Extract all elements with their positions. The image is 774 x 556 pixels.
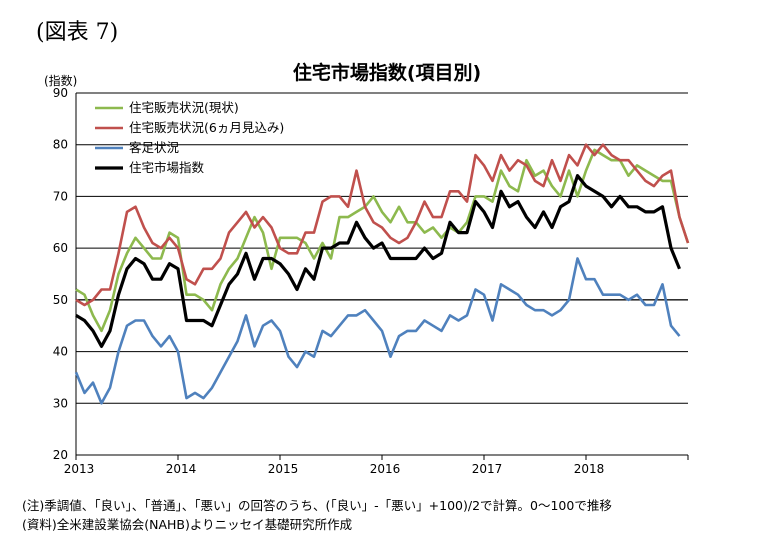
series-line bbox=[75, 148, 690, 333]
note-line-2: (資料)全米建設業協会(NAHB)よりニッセイ基礎研究所作成 bbox=[22, 517, 353, 532]
y-tick-label: 80 bbox=[53, 138, 68, 152]
y-axis-unit-label: (指数) bbox=[44, 74, 78, 88]
y-tick-label: 40 bbox=[53, 345, 68, 359]
legend-label: 住宅販売状況(6ヵ月見込み) bbox=[129, 120, 284, 135]
series-line bbox=[75, 143, 690, 307]
note-line-1: (注)季調値、「良い」、「普通」、「悪い」の回答のうち、(「良い」-「悪い」+1… bbox=[22, 498, 612, 513]
legend-label: 住宅販売状況(現状) bbox=[129, 100, 239, 115]
y-tick-label: 50 bbox=[53, 293, 68, 307]
y-tick-label: 70 bbox=[53, 189, 68, 203]
x-tick-label: 2017 bbox=[472, 462, 503, 476]
y-tick-label: 20 bbox=[53, 448, 68, 462]
notes: (注)季調値、「良い」、「普通」、「悪い」の回答のうち、(「良い」-「悪い」+1… bbox=[22, 496, 612, 534]
y-tick-label: 60 bbox=[53, 241, 68, 255]
legend-label: 住宅市場指数 bbox=[129, 160, 205, 175]
y-tick-label: 30 bbox=[53, 396, 68, 410]
series-line bbox=[74, 257, 681, 405]
x-tick-label: 2013 bbox=[64, 462, 95, 476]
x-tick-label: 2018 bbox=[574, 462, 605, 476]
line-chart: 20 30 40 50 60 70 80 90 2013 2014 2015 2016 2017 2018… bbox=[53, 86, 690, 476]
series-line bbox=[75, 174, 681, 348]
legend-label: 客足状況 bbox=[129, 140, 180, 155]
x-tick-label: 2014 bbox=[166, 462, 197, 476]
figure-label: (図表 7) bbox=[36, 20, 119, 45]
x-tick-label: 2016 bbox=[370, 462, 401, 476]
y-tick-label: 90 bbox=[53, 86, 68, 100]
chart-title: 住宅市場指数(項目別) bbox=[292, 62, 482, 84]
x-tick-label: 2015 bbox=[268, 462, 299, 476]
